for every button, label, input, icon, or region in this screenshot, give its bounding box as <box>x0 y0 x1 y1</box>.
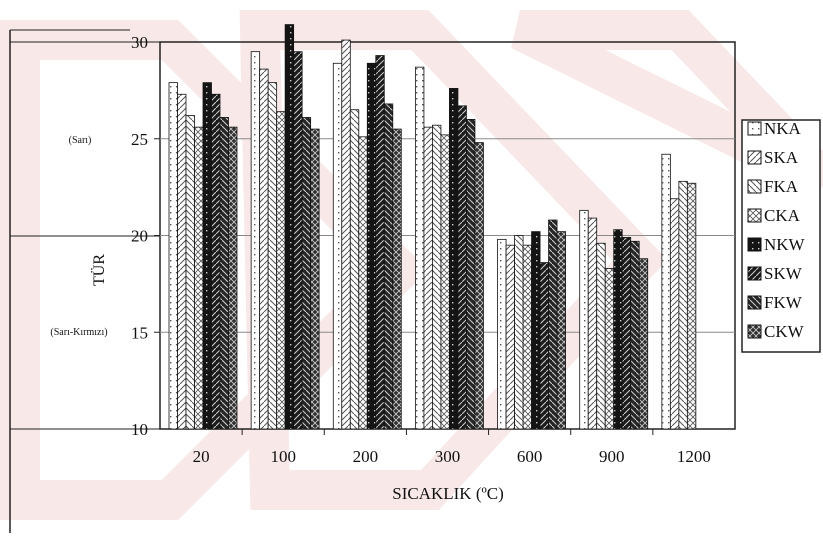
legend-label-NKA: NKA <box>764 119 802 138</box>
x-tick-label: 100 <box>270 447 296 466</box>
bar-NKW-300 <box>449 88 459 430</box>
bar-SKA-300 <box>423 126 433 430</box>
bar-CKA-100 <box>276 111 286 430</box>
bar-CKA-20 <box>194 126 204 430</box>
bar-FKA-1200 <box>678 180 688 430</box>
bar-FKW-100 <box>301 117 312 430</box>
bar-SKW-600 <box>539 262 549 430</box>
y-axis-title: TÜR <box>90 254 108 286</box>
bar-NKW-200 <box>366 62 377 430</box>
bar-NKW-20 <box>202 82 212 430</box>
bar-CKW-600 <box>556 231 566 430</box>
bar-SKW-900 <box>621 237 632 430</box>
legend-swatch-CKW <box>747 324 762 339</box>
side-label-yellow-red: (Sarı-Kırmızı) <box>50 327 107 338</box>
bar-FKW-20 <box>219 117 229 430</box>
legend-swatch-NKA <box>747 121 762 136</box>
bar-SKA-900 <box>587 217 598 430</box>
bar-SKW-300 <box>457 105 467 430</box>
bar-FKW-200 <box>383 103 394 430</box>
bar-FKA-600 <box>514 235 524 430</box>
bar-SKW-20 <box>211 93 221 430</box>
legend-swatch-FKW <box>747 295 762 310</box>
legend-label-NKW: NKW <box>764 235 806 254</box>
y-tick-label: 15 <box>131 323 148 342</box>
bar-NKW-900 <box>613 229 623 430</box>
legend-label-SKW: SKW <box>764 264 803 283</box>
y-tick-label: 30 <box>131 33 148 52</box>
bar-FKW-900 <box>630 240 640 430</box>
bar-SKA-600 <box>505 244 515 430</box>
bar-FKA-100 <box>267 82 278 430</box>
bar-SKA-20 <box>177 93 187 430</box>
bar-CKA-900 <box>604 267 615 430</box>
bar-CKA-600 <box>522 244 532 430</box>
bars <box>168 24 697 430</box>
legend-label-CKW: CKW <box>764 322 805 341</box>
side-label-yellow: (Sarı) <box>69 135 92 146</box>
bar-CKW-900 <box>638 258 649 430</box>
bar-NKW-600 <box>531 231 541 430</box>
bar-NKA-600 <box>497 238 507 430</box>
x-tick-label: 900 <box>599 447 625 466</box>
legend-label-SKA: SKA <box>764 148 799 167</box>
bar-NKA-20 <box>168 82 178 430</box>
legend-label-CKA: CKA <box>764 206 801 225</box>
bar-CKW-200 <box>392 128 402 430</box>
bar-CKA-300 <box>440 134 450 430</box>
bar-FKA-900 <box>596 242 606 430</box>
legend-swatch-FKA <box>747 179 762 194</box>
x-tick-label: 600 <box>517 447 543 466</box>
legend-label-FKA: FKA <box>764 177 799 196</box>
bar-FKA-20 <box>185 115 195 430</box>
bar-NKA-100 <box>250 51 261 430</box>
legend-swatch-SKW <box>747 266 762 281</box>
bar-SKA-100 <box>259 68 269 430</box>
bar-SKW-200 <box>375 55 385 430</box>
y-tick-label: 10 <box>131 420 148 439</box>
x-tick-label: 200 <box>353 447 379 466</box>
bar-CKW-300 <box>474 142 484 430</box>
bar-CKW-100 <box>310 128 320 430</box>
y-tick-label: 25 <box>131 130 148 149</box>
x-tick-label: 300 <box>435 447 461 466</box>
y-axis-ticks: 10 15 20 25 30 <box>131 33 160 439</box>
bar-NKA-1200 <box>661 153 671 430</box>
legend-label-FKW: FKW <box>764 293 803 312</box>
bar-NKA-200 <box>332 62 343 430</box>
legend: NKA SKA FKA CKA NKW SKW FKW CKW <box>741 119 821 353</box>
legend-swatch-CKA <box>747 208 762 223</box>
y-tick-label: 20 <box>131 227 148 246</box>
bar-SKA-1200 <box>669 198 680 430</box>
bar-FKW-600 <box>548 219 558 430</box>
bar-SKA-200 <box>341 39 351 430</box>
bar-NKA-900 <box>579 209 589 430</box>
bar-NKW-100 <box>284 24 295 430</box>
bar-FKA-300 <box>432 124 442 430</box>
x-tick-label: 20 <box>193 447 210 466</box>
bar-FKW-300 <box>466 119 476 430</box>
bar-NKA-300 <box>415 66 425 430</box>
legend-swatch-NKW <box>747 237 762 252</box>
bar-FKA-200 <box>349 109 360 430</box>
x-axis-ticks: 20 100 200 300 600 900 1200 <box>193 429 711 466</box>
bar-CKW-20 <box>228 126 238 430</box>
bar-CKA-1200 <box>686 182 697 430</box>
bar-SKW-100 <box>293 51 303 430</box>
bar-CKA-200 <box>358 136 368 430</box>
x-axis-title: SICAKLIK (ºC) <box>392 484 504 503</box>
legend-swatch-SKA <box>747 150 762 165</box>
x-tick-label: 1200 <box>677 447 711 466</box>
